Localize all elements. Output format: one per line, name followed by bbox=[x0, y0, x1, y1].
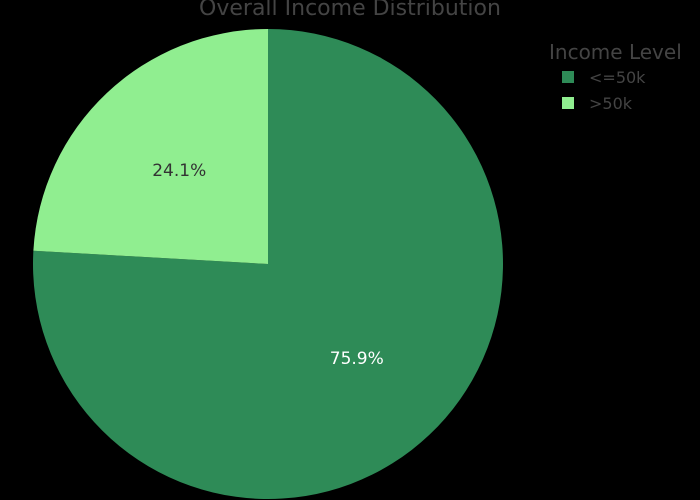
legend-title: Income Level bbox=[549, 40, 682, 64]
pie-slices bbox=[33, 29, 503, 500]
legend-label-2[interactable]: >50k bbox=[589, 94, 633, 113]
legend-items: <=50k >50k bbox=[562, 68, 646, 113]
legend-swatch-2[interactable] bbox=[562, 97, 574, 109]
pie-slice-labels: 75.9% 24.1% bbox=[152, 161, 384, 369]
legend: Income Level <=50k >50k bbox=[549, 40, 682, 113]
slice-label-2: 24.1% bbox=[152, 161, 206, 181]
legend-swatch-1[interactable] bbox=[562, 71, 574, 83]
slice-label-1: 75.9% bbox=[330, 349, 384, 369]
chart-title: Overall Income Distribution bbox=[199, 0, 501, 21]
legend-label-1[interactable]: <=50k bbox=[589, 68, 646, 87]
pie-slice-2 bbox=[33, 29, 268, 264]
